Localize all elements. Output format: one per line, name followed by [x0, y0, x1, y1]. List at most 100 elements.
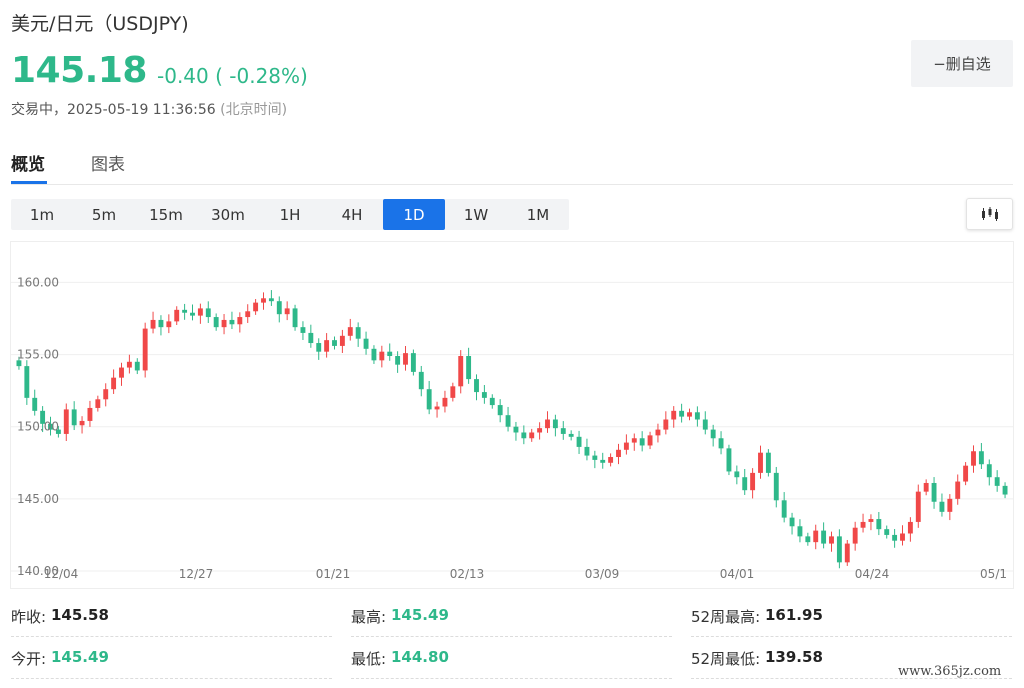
x-tick-label: 02/13 — [450, 567, 485, 581]
candle — [702, 411, 708, 435]
candle — [836, 529, 842, 569]
candle — [576, 430, 582, 454]
candle — [781, 492, 787, 523]
chart-type-button[interactable] — [966, 198, 1013, 230]
candle — [971, 445, 976, 473]
candle — [205, 301, 211, 323]
candle — [387, 343, 393, 361]
candle — [497, 399, 503, 423]
candle — [552, 414, 558, 437]
stat-value: 145.58 — [51, 606, 109, 624]
candle — [221, 314, 227, 335]
range-1w-button[interactable]: 1W — [445, 199, 507, 230]
candle — [418, 365, 424, 397]
range-5m-button[interactable]: 5m — [73, 199, 135, 230]
candle — [324, 333, 330, 358]
remove-watchlist-button[interactable]: −删自选 — [911, 40, 1013, 87]
x-tick-label: 04/24 — [855, 567, 890, 581]
candle — [16, 356, 22, 370]
stat-cell: 最低: 144.80 — [351, 638, 672, 679]
candle — [742, 468, 748, 495]
candle — [403, 346, 408, 371]
price-change: -0.40 ( -0.28%) — [157, 64, 308, 88]
candle — [537, 422, 543, 440]
candle — [955, 474, 961, 505]
candle — [355, 322, 361, 347]
candle — [79, 416, 85, 434]
candle — [623, 434, 629, 455]
candle — [978, 443, 984, 469]
range-30m-button[interactable]: 30m — [197, 199, 259, 230]
candle — [616, 443, 621, 465]
candle — [379, 345, 385, 368]
candle — [639, 431, 645, 452]
candle — [458, 350, 464, 394]
y-tick-label: 145.00 — [17, 492, 59, 506]
candle — [474, 374, 479, 401]
candle — [63, 403, 69, 441]
candle — [655, 423, 661, 443]
candle — [852, 521, 858, 551]
candle — [939, 493, 945, 517]
candle — [48, 416, 53, 436]
range-1d-button[interactable]: 1D — [383, 199, 445, 230]
range-1m-button[interactable]: 1m — [11, 199, 73, 230]
x-tick-label: 05/1 — [980, 567, 1007, 581]
candle — [710, 424, 716, 447]
y-tick-label: 160.00 — [17, 275, 59, 289]
candle — [339, 329, 345, 353]
stat-value: 144.80 — [391, 648, 449, 666]
range-4h-button[interactable]: 4H — [321, 199, 383, 230]
candle — [584, 438, 590, 461]
candle — [813, 524, 819, 550]
candle — [363, 331, 369, 355]
stat-value: 145.49 — [51, 648, 109, 666]
candle — [773, 466, 779, 508]
candle — [450, 382, 456, 402]
candle — [671, 406, 677, 428]
candle — [568, 430, 574, 441]
tab-overview[interactable]: 概览 — [11, 155, 45, 175]
stat-value: 139.58 — [765, 648, 823, 666]
stat-label: 昨收: — [11, 608, 47, 626]
candle — [24, 360, 30, 405]
candle — [347, 318, 353, 341]
candle — [268, 290, 274, 306]
candle — [694, 406, 700, 427]
candle — [237, 312, 243, 333]
stat-cell: 最高: 145.49 — [351, 596, 672, 637]
candle — [545, 411, 550, 433]
candle — [410, 349, 416, 376]
candle — [481, 385, 487, 404]
candle — [489, 394, 495, 409]
candle — [308, 324, 314, 348]
candle — [631, 433, 637, 451]
candle — [600, 452, 606, 469]
stats-panel: 昨收: 145.58 最高: 145.49 52周最高: 161.95 今开: 145.49 最… — [11, 596, 1013, 684]
candle — [900, 525, 905, 546]
timestamp: 2025-05-19 11:36:56 — [67, 102, 216, 118]
candle — [892, 529, 898, 548]
candle — [963, 462, 969, 486]
range-1h-button[interactable]: 1H — [259, 199, 321, 230]
x-tick-label: 04/01 — [720, 567, 755, 581]
price-chart[interactable]: 160.00 155.00 150.00 145.00 140.00 12/04 12/27… — [10, 241, 1014, 589]
candle — [142, 322, 148, 378]
candle — [284, 301, 290, 321]
candle — [986, 459, 992, 486]
candle — [261, 292, 266, 310]
candle — [505, 406, 511, 432]
candle — [71, 401, 77, 431]
candle — [40, 406, 46, 433]
candlestick-icon — [981, 207, 998, 221]
candle — [166, 314, 172, 334]
range-15m-button[interactable]: 15m — [135, 199, 197, 230]
range-1M-button[interactable]: 1M — [507, 199, 569, 230]
candle — [276, 296, 282, 323]
stat-value: 161.95 — [765, 606, 823, 624]
tab-bar: 概览 图表 — [11, 148, 1013, 185]
y-tick-label: 150.00 — [17, 420, 59, 434]
tab-chart[interactable]: 图表 — [91, 155, 125, 175]
stat-label: 52周最低: — [691, 650, 761, 668]
candle — [529, 428, 535, 442]
